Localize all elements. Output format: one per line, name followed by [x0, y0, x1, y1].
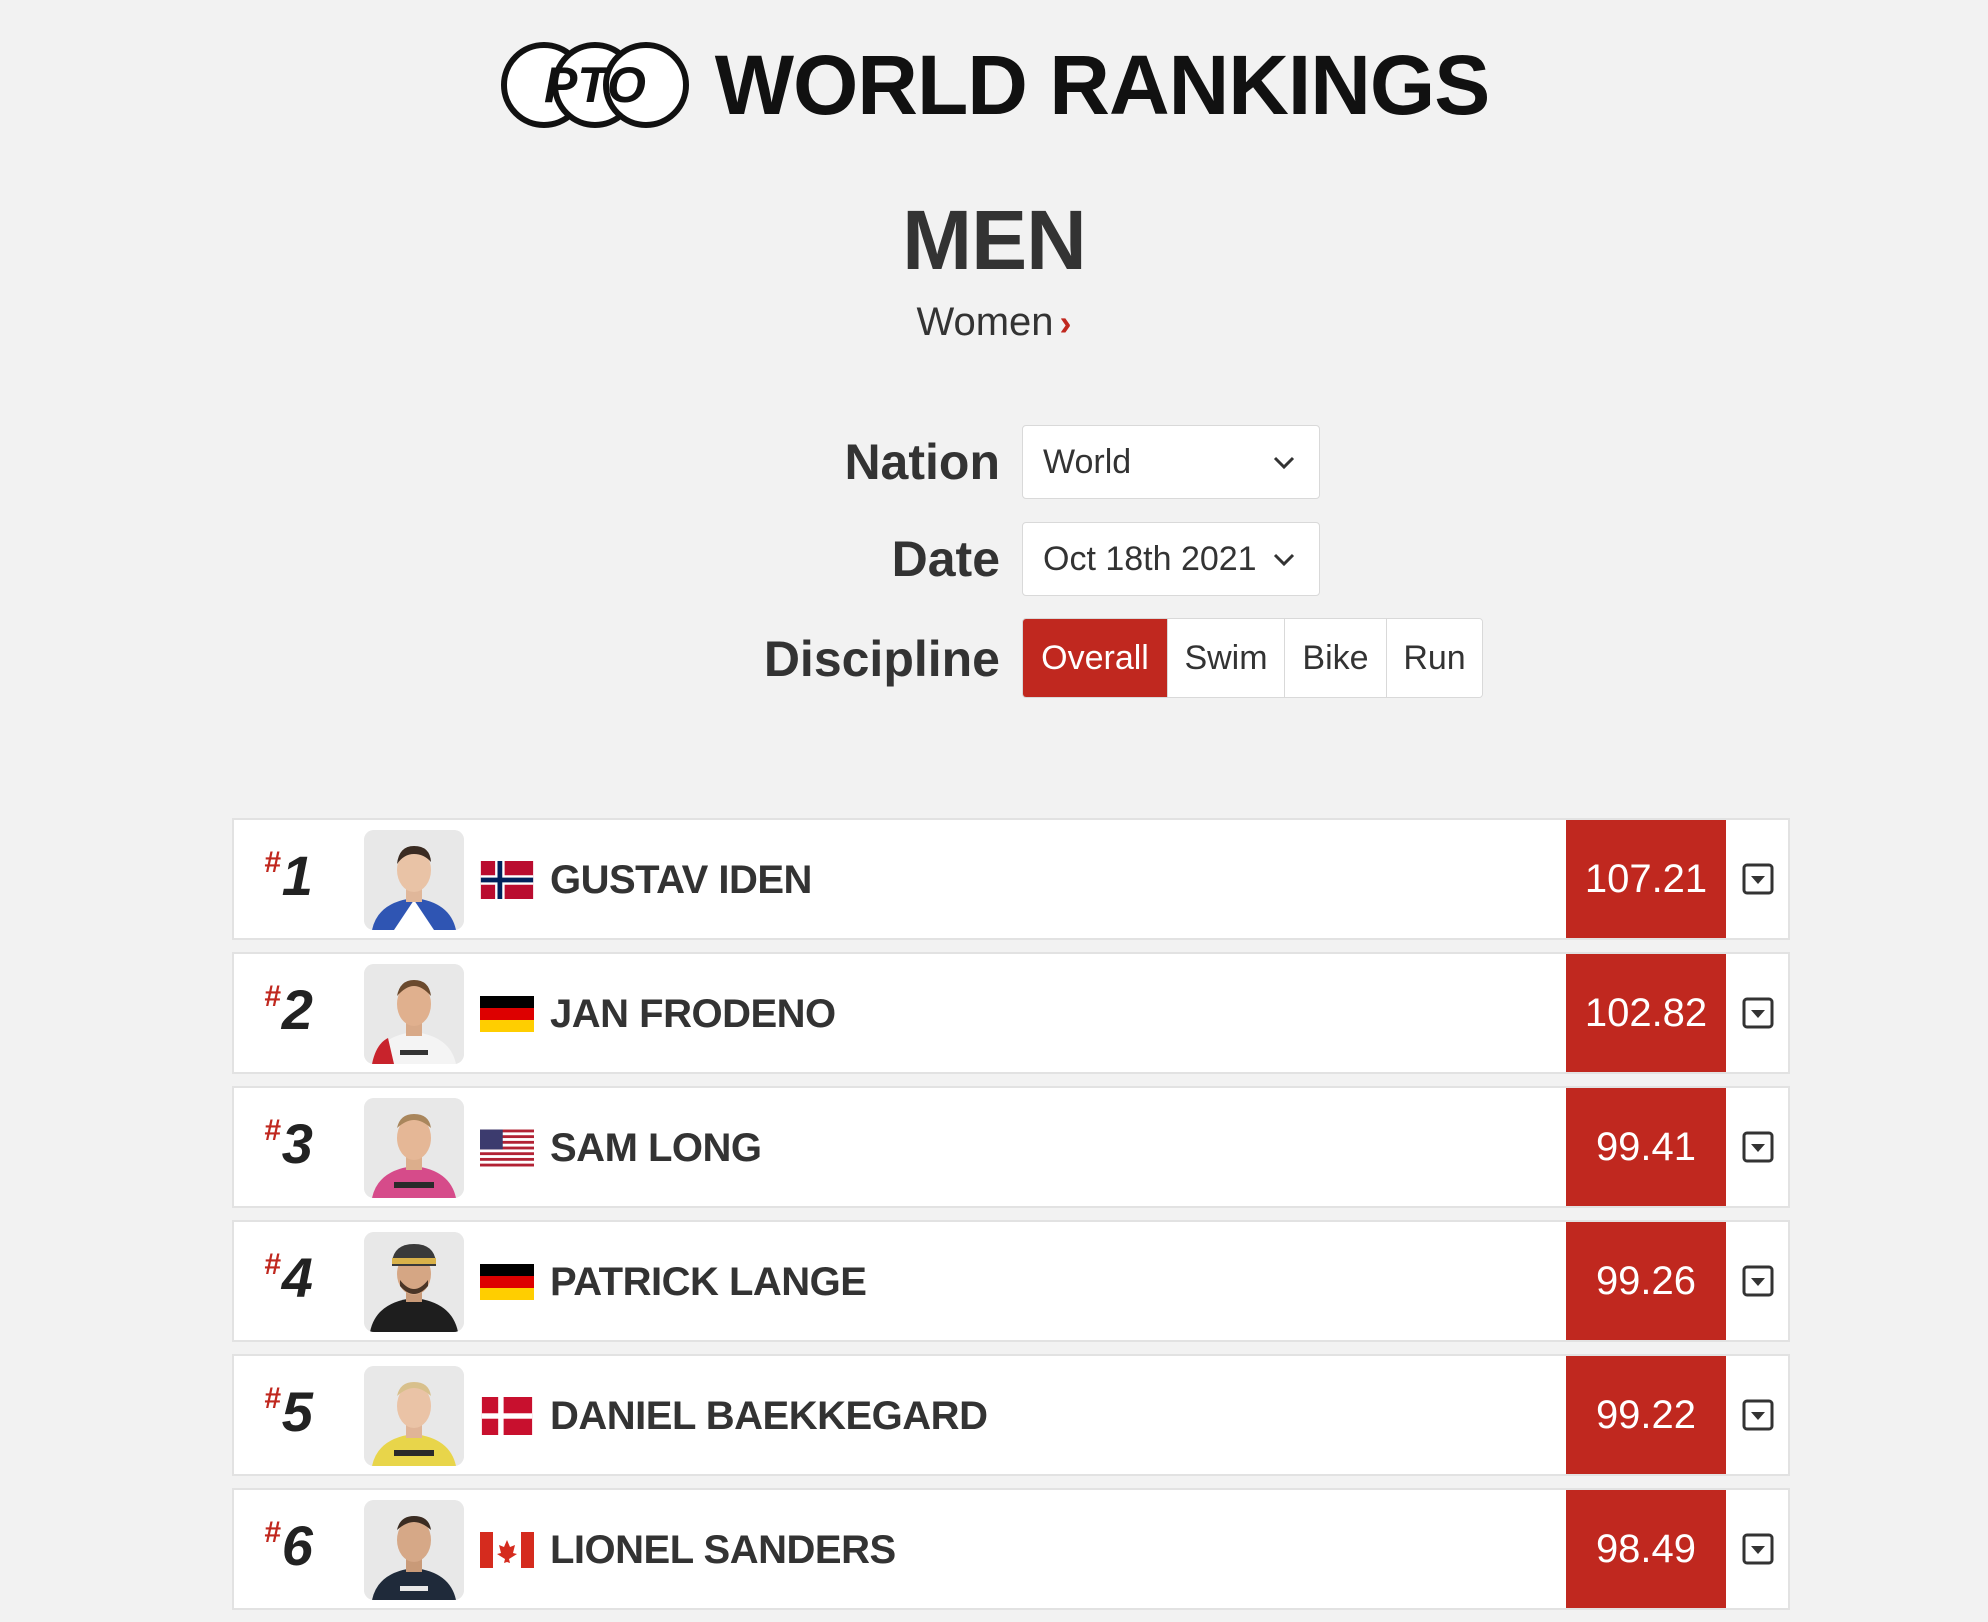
- usa-flag-icon: [480, 1129, 534, 1167]
- athlete-avatar: [364, 1232, 464, 1332]
- athlete-avatar: [364, 1500, 464, 1600]
- nation-label: Nation: [844, 434, 1000, 490]
- germany-flag-icon: [480, 1263, 534, 1301]
- discipline-run-button[interactable]: Run: [1387, 619, 1482, 697]
- date-select[interactable]: Oct 18th 2021: [1022, 522, 1320, 596]
- date-filter-row: Date: [0, 522, 1022, 596]
- chevron-right-icon: ›: [1059, 302, 1072, 343]
- athlete-score: 107.21: [1566, 820, 1726, 938]
- rank-number: #2: [264, 978, 313, 1041]
- athlete-avatar: [364, 1366, 464, 1466]
- expand-toggle-icon[interactable]: [1742, 863, 1774, 895]
- athlete-name[interactable]: DANIEL BAEKKEGARD: [550, 1394, 988, 1438]
- athlete-avatar: [364, 964, 464, 1064]
- nation-select[interactable]: World: [1022, 425, 1320, 499]
- athlete-score: 99.22: [1566, 1356, 1726, 1474]
- athlete-name[interactable]: PATRICK LANGE: [550, 1260, 867, 1304]
- women-link-label: Women: [916, 300, 1054, 344]
- expand-toggle-icon[interactable]: [1742, 1131, 1774, 1163]
- athlete-score: 102.82: [1566, 954, 1726, 1072]
- rank-number: #6: [264, 1514, 313, 1577]
- ranking-row[interactable]: #2 JAN FRODENO 102.82: [232, 952, 1790, 1074]
- athlete-name[interactable]: SAM LONG: [550, 1126, 762, 1170]
- ranking-row[interactable]: #6 LIONEL SANDERS 98.49: [232, 1488, 1790, 1610]
- pto-logo[interactable]: PTO: [499, 40, 691, 130]
- athlete-name[interactable]: JAN FRODENO: [550, 992, 836, 1036]
- denmark-flag-icon: [480, 1397, 534, 1435]
- canada-flag-icon: [480, 1531, 534, 1569]
- norway-flag-icon: [480, 861, 534, 899]
- women-link[interactable]: Women ›: [916, 300, 1071, 344]
- nation-filter-row: Nation: [0, 425, 1022, 499]
- nation-select-value: World: [1043, 442, 1132, 481]
- discipline-swim-button[interactable]: Swim: [1168, 619, 1285, 697]
- expand-toggle-icon[interactable]: [1742, 1533, 1774, 1565]
- discipline-bike-button[interactable]: Bike: [1285, 619, 1387, 697]
- athlete-avatar: [364, 830, 464, 930]
- rank-number: #4: [264, 1246, 313, 1309]
- chevron-down-icon: [1273, 553, 1295, 567]
- ranking-row[interactable]: #4 PATRICK LANGE 99.26: [232, 1220, 1790, 1342]
- discipline-segmented-control: Overall Swim Bike Run: [1022, 618, 1483, 698]
- athlete-name[interactable]: GUSTAV IDEN: [550, 858, 812, 902]
- gender-title: MEN: [902, 193, 1087, 287]
- expand-toggle-icon[interactable]: [1742, 1265, 1774, 1297]
- site-header: PTO WORLD RANKINGS: [0, 40, 1988, 130]
- athlete-score: 98.49: [1566, 1490, 1726, 1608]
- date-select-value: Oct 18th 2021: [1043, 539, 1257, 578]
- discipline-label: Discipline: [763, 631, 1000, 687]
- discipline-filter-row: Discipline: [0, 620, 1022, 698]
- athlete-name[interactable]: LIONEL SANDERS: [550, 1528, 896, 1572]
- discipline-overall-button[interactable]: Overall: [1023, 619, 1168, 697]
- expand-toggle-icon[interactable]: [1742, 997, 1774, 1029]
- ranking-row[interactable]: #3 SAM LONG 99.41: [232, 1086, 1790, 1208]
- athlete-score: 99.41: [1566, 1088, 1726, 1206]
- rankings-list: #1 GUSTAV IDEN 107.21 #2: [232, 818, 1790, 1622]
- germany-flag-icon: [480, 995, 534, 1033]
- logo-text: PTO: [544, 57, 646, 113]
- expand-toggle-icon[interactable]: [1742, 1399, 1774, 1431]
- chevron-down-icon: [1273, 456, 1295, 470]
- date-label: Date: [891, 531, 1000, 587]
- ranking-row[interactable]: #5 DANIEL BAEKKEGARD 99.22: [232, 1354, 1790, 1476]
- rank-number: #1: [264, 844, 313, 907]
- rank-number: #3: [264, 1112, 313, 1175]
- gender-switch: Women ›: [0, 300, 1988, 345]
- rank-number: #5: [264, 1380, 313, 1443]
- athlete-avatar: [364, 1098, 464, 1198]
- page-title: WORLD RANKINGS: [714, 38, 1491, 132]
- ranking-row[interactable]: #1 GUSTAV IDEN 107.21: [232, 818, 1790, 940]
- athlete-score: 99.26: [1566, 1222, 1726, 1340]
